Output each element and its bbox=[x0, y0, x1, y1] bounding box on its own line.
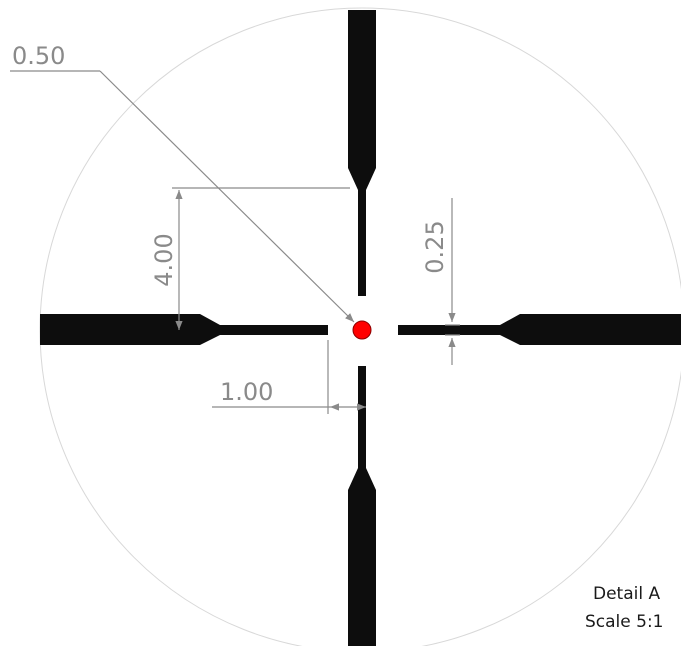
dimension-line-thickness bbox=[445, 198, 460, 365]
dimension-center-gap-label: 1.00 bbox=[220, 378, 273, 406]
reticle-right-post bbox=[398, 314, 681, 345]
center-dot bbox=[352, 320, 372, 340]
dimension-dot-diameter-label: 0.50 bbox=[12, 42, 65, 70]
reticle bbox=[40, 10, 681, 646]
reticle-top-post bbox=[348, 10, 376, 296]
dimension-post-spacing-label: 4.00 bbox=[150, 233, 178, 286]
scale-caption: Scale 5:1 bbox=[585, 612, 664, 632]
detail-caption: Detail A bbox=[593, 584, 661, 604]
dimension-line-thickness-label: 0.25 bbox=[421, 220, 449, 273]
dimension-dot-diameter bbox=[10, 70, 355, 323]
dimension-post-spacing bbox=[172, 187, 350, 330]
reticle-left-post bbox=[40, 314, 328, 345]
reticle-bottom-post bbox=[348, 366, 376, 646]
dimension-center-gap bbox=[212, 340, 366, 414]
